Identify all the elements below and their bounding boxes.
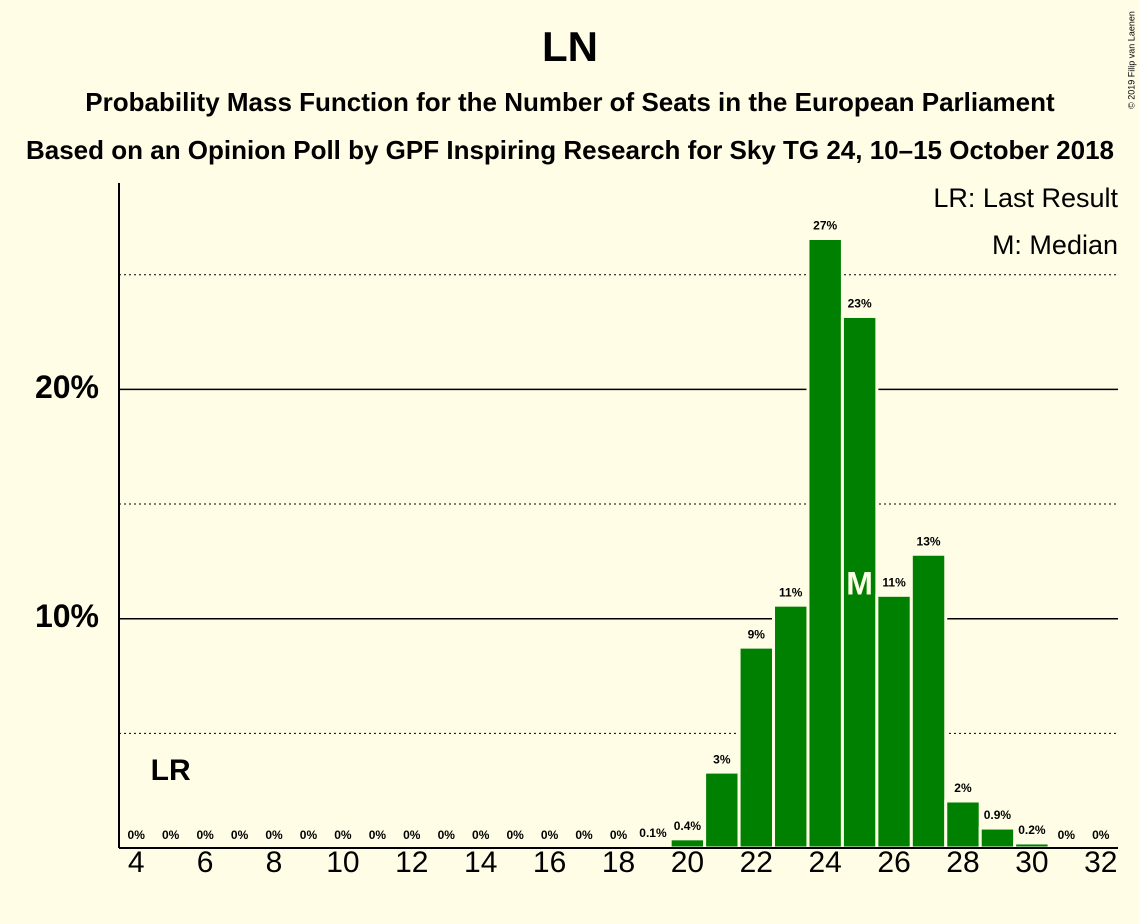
value-label: 0% — [196, 828, 214, 842]
x-tick-label: 10 — [326, 846, 359, 879]
value-label: 0% — [1058, 828, 1076, 842]
last-result-marker: LR — [151, 754, 191, 787]
value-label: 11% — [882, 575, 906, 589]
y-tick-label: 20% — [35, 369, 99, 405]
x-tick-label: 26 — [877, 846, 910, 879]
value-label: 9% — [748, 627, 766, 641]
value-label: 11% — [779, 585, 803, 599]
value-label: 0% — [231, 828, 249, 842]
x-tick-label: 8 — [266, 846, 283, 879]
y-tick-label: 10% — [35, 598, 99, 634]
legend-entry: M: Median — [992, 230, 1118, 260]
value-label: 0% — [334, 828, 352, 842]
x-tick-label: 20 — [671, 846, 704, 879]
x-tick-label: 6 — [197, 846, 214, 879]
x-tick-label: 24 — [809, 846, 842, 879]
bar — [875, 593, 913, 850]
bar — [772, 603, 810, 850]
value-label: 2% — [954, 781, 972, 795]
value-label: 0% — [438, 828, 456, 842]
value-label: 0% — [265, 828, 283, 842]
bar — [703, 770, 741, 850]
x-tick-label: 18 — [602, 846, 635, 879]
x-tick-label: 32 — [1084, 846, 1117, 879]
value-label: 0.1% — [639, 826, 667, 840]
x-tick-label: 4 — [128, 846, 145, 879]
value-label: 0% — [610, 828, 628, 842]
chart-title: LN — [542, 23, 598, 70]
value-label: 13% — [917, 534, 941, 548]
x-tick-label: 12 — [395, 846, 428, 879]
value-label: 0% — [403, 828, 421, 842]
value-label: 0% — [128, 828, 146, 842]
x-tick-label: 30 — [1015, 846, 1048, 879]
median-marker: M — [846, 565, 873, 601]
value-label: 0% — [162, 828, 180, 842]
value-label: 0% — [369, 828, 387, 842]
chart-subtitle: Probability Mass Function for the Number… — [85, 87, 1055, 117]
value-label: 0% — [300, 828, 318, 842]
chart-subtitle: Based on an Opinion Poll by GPF Inspirin… — [26, 135, 1114, 165]
bar — [668, 837, 707, 850]
bar — [806, 236, 844, 850]
value-label: 23% — [848, 297, 872, 311]
value-label: 0% — [472, 828, 490, 842]
x-tick-label: 22 — [740, 846, 773, 879]
value-label: 3% — [713, 752, 731, 766]
x-tick-label: 14 — [464, 846, 497, 879]
legend-entry: LR: Last Result — [933, 183, 1118, 213]
x-tick-label: 16 — [533, 846, 566, 879]
copyright: © 2019 Filip van Laenen — [1126, 11, 1136, 109]
value-label: 27% — [813, 219, 837, 233]
value-label: 0.4% — [674, 819, 702, 833]
x-tick-label: 28 — [946, 846, 979, 879]
bar — [978, 826, 1017, 850]
value-label: 0% — [541, 828, 559, 842]
bar — [840, 314, 879, 850]
value-label: 0.2% — [1018, 823, 1046, 837]
value-label: 0.9% — [984, 808, 1012, 822]
value-label: 0% — [1092, 828, 1110, 842]
bar — [909, 552, 948, 850]
bar — [944, 799, 982, 850]
bar — [737, 645, 776, 850]
value-label: 0% — [575, 828, 593, 842]
value-label: 0% — [506, 828, 524, 842]
